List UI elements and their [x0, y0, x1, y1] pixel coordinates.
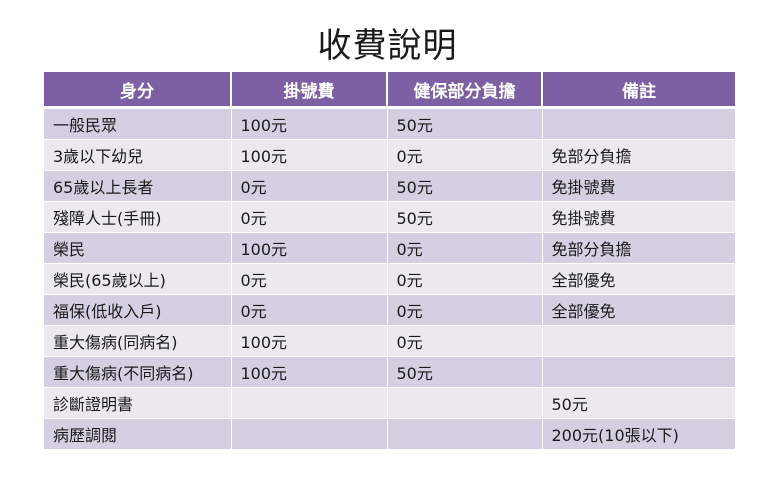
- cell-notes: 全部優免: [541, 263, 735, 295]
- cell-copayment: 0元: [386, 232, 542, 264]
- cell-notes: 全部優免: [541, 294, 735, 326]
- table-row: 診斷證明書 50元: [44, 387, 735, 419]
- cell-identity: 一般民眾: [44, 107, 231, 140]
- cell-identity: 殘障人士(手冊): [44, 201, 231, 233]
- cell-notes: [541, 107, 735, 140]
- cell-identity: 重大傷病(同病名): [44, 325, 231, 357]
- cell-copayment: 50元: [386, 170, 542, 202]
- cell-notes: 免掛號費: [541, 201, 735, 233]
- cell-identity: 榮民(65歲以上): [44, 263, 231, 295]
- table-row: 榮民 100元 0元 免部分負擔: [44, 232, 735, 264]
- cell-registration-fee: 100元: [230, 107, 387, 140]
- page-title: 收費說明: [317, 26, 458, 66]
- cell-copayment: 50元: [386, 201, 542, 233]
- cell-copayment: 50元: [386, 356, 542, 388]
- header-identity: 身分: [44, 72, 231, 109]
- cell-registration-fee: 100元: [230, 139, 387, 171]
- cell-notes: 免部分負擔: [541, 232, 735, 264]
- cell-registration-fee: 0元: [230, 170, 387, 202]
- cell-registration-fee: 0元: [230, 201, 387, 233]
- cell-notes: 免部分負擔: [541, 139, 735, 171]
- cell-registration-fee: 0元: [230, 294, 387, 326]
- cell-registration-fee: [230, 387, 387, 419]
- cell-identity: 診斷證明書: [44, 387, 231, 419]
- cell-notes: 200元(10張以下): [541, 418, 735, 449]
- cell-notes: [541, 325, 735, 357]
- header-copayment: 健保部分負擔: [386, 72, 542, 109]
- table-row: 榮民(65歲以上) 0元 0元 全部優免: [44, 263, 735, 295]
- table-row: 福保(低收入戶) 0元 0元 全部優免: [44, 294, 735, 326]
- cell-registration-fee: 0元: [230, 263, 387, 295]
- table-header-row: 身分 掛號費 健保部分負擔 備註: [44, 72, 735, 109]
- cell-copayment: 0元: [386, 263, 542, 295]
- cell-notes: [541, 356, 735, 388]
- cell-copayment: [386, 387, 542, 419]
- table-row: 病歷調閱 200元(10張以下): [44, 418, 735, 449]
- header-registration-fee: 掛號費: [230, 72, 387, 109]
- cell-copayment: 0元: [386, 294, 542, 326]
- cell-identity: 3歲以下幼兒: [44, 139, 231, 171]
- table-row: 殘障人士(手冊) 0元 50元 免掛號費: [44, 201, 735, 233]
- cell-registration-fee: 100元: [230, 325, 387, 357]
- table-row: 重大傷病(同病名) 100元 0元: [44, 325, 735, 357]
- cell-identity: 65歲以上長者: [44, 170, 231, 202]
- cell-notes: 免掛號費: [541, 170, 735, 202]
- cell-registration-fee: 100元: [230, 356, 387, 388]
- cell-identity: 福保(低收入戶): [44, 294, 231, 326]
- table-row: 重大傷病(不同病名) 100元 50元: [44, 356, 735, 388]
- cell-copayment: 0元: [386, 325, 542, 357]
- cell-copayment: 0元: [386, 139, 542, 171]
- cell-notes: 50元: [541, 387, 735, 419]
- cell-identity: 重大傷病(不同病名): [44, 356, 231, 388]
- cell-registration-fee: [230, 418, 387, 449]
- header-notes: 備註: [541, 72, 735, 109]
- table-row: 一般民眾 100元 50元: [44, 107, 735, 140]
- cell-registration-fee: 100元: [230, 232, 387, 264]
- cell-identity: 榮民: [44, 232, 231, 264]
- cell-copayment: [386, 418, 542, 449]
- cell-identity: 病歷調閱: [44, 418, 231, 449]
- table-row: 65歲以上長者 0元 50元 免掛號費: [44, 170, 735, 202]
- cell-copayment: 50元: [386, 107, 542, 140]
- table-row: 3歲以下幼兒 100元 0元 免部分負擔: [44, 139, 735, 171]
- fee-table: 身分 掛號費 健保部分負擔 備註 一般民眾 100元 50元 3歲以下幼兒 10…: [44, 72, 735, 449]
